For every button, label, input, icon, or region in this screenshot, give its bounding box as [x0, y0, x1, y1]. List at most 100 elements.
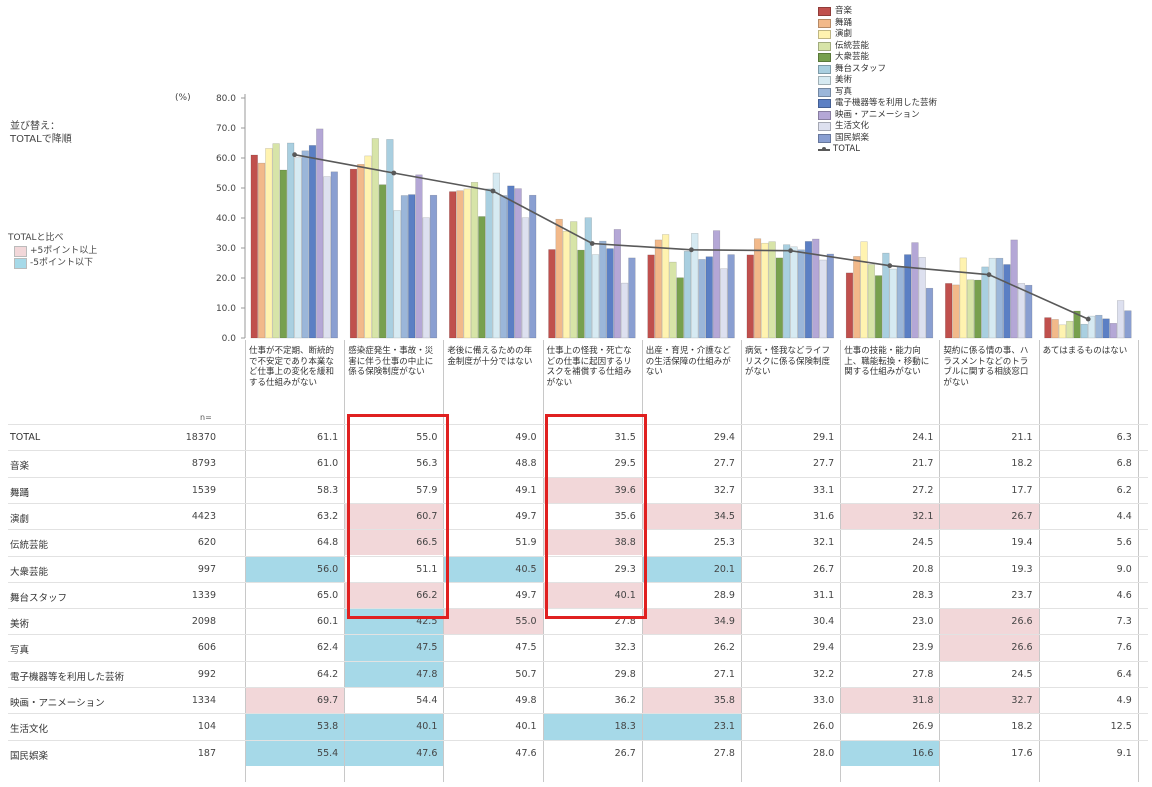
table-cell: 19.3	[1011, 563, 1033, 575]
row-sample-size: 1334	[191, 695, 216, 706]
table-cell: 19.4	[1011, 537, 1033, 549]
column-header: 仕事が不定期、断続的で不安定であり本業など仕事上の変化を緩和する仕組みがない	[249, 346, 335, 388]
table-cell: 33.0	[813, 695, 835, 706]
bar	[945, 283, 953, 339]
bar	[250, 154, 258, 339]
column-divider	[245, 340, 246, 782]
table-cell: 5.6	[1116, 537, 1132, 549]
bar	[683, 251, 692, 339]
bar	[761, 242, 769, 339]
bar	[797, 249, 805, 339]
bar	[819, 259, 827, 339]
bar	[959, 257, 967, 339]
table-cell: 9.0	[1116, 563, 1132, 575]
table-cell: 35.6	[614, 510, 636, 522]
bar	[882, 252, 890, 339]
table-cell: 27.8	[614, 616, 636, 628]
bar	[1102, 318, 1110, 339]
legend-label: 演劇	[835, 29, 853, 39]
row-label: TOTAL	[10, 432, 41, 443]
bar	[492, 172, 500, 339]
bar	[925, 287, 934, 339]
bar	[470, 182, 479, 339]
comparison-legend-down-label: -5ポイント以下	[30, 257, 93, 268]
bar	[449, 191, 457, 339]
row-divider	[8, 529, 1148, 531]
table-cell: 40.1	[345, 714, 444, 740]
comparison-legend-title: TOTALと比べ	[8, 233, 64, 243]
row-divider	[8, 608, 1148, 610]
table-cell: 6.2	[1116, 484, 1132, 496]
y-tick-label: 50.0	[216, 184, 236, 194]
bar	[257, 162, 266, 339]
table-cell: 49.7	[515, 589, 537, 601]
up-swatch	[14, 245, 27, 257]
table-cell: 29.3	[614, 563, 636, 575]
down-swatch	[14, 257, 27, 269]
table-cell: 49.0	[515, 432, 537, 443]
bar	[606, 248, 614, 339]
total-point	[391, 170, 397, 176]
table-cell: 27.2	[912, 484, 934, 496]
bar	[860, 241, 868, 339]
table-cell: 31.5	[614, 432, 636, 443]
table-cell: 31.8	[841, 688, 940, 714]
table-cell: 48.8	[515, 458, 537, 470]
table-cell: 6.8	[1116, 458, 1132, 470]
table-cell: 55.4	[246, 740, 345, 766]
legend-label: 電子機器等を利用した芸術	[835, 98, 938, 108]
total-point	[1085, 316, 1091, 322]
bar	[400, 195, 408, 339]
table-cell: 12.5	[1110, 721, 1132, 733]
row-sample-size: 997	[197, 563, 216, 575]
comparison-legend: TOTALと比べ +5ポイント以上 -5ポイント以下	[8, 232, 97, 269]
row-sample-size: 1339	[191, 589, 216, 601]
table-cell: 25.3	[713, 537, 735, 549]
bar	[775, 257, 783, 339]
bar	[301, 150, 309, 339]
table-cell: 29.1	[813, 432, 835, 443]
bar	[265, 148, 273, 339]
bar	[746, 254, 754, 339]
n-header: n=	[200, 413, 212, 422]
table-cell: 49.8	[515, 695, 537, 706]
table-cell: 56.0	[246, 556, 345, 582]
column-divider	[542, 340, 544, 782]
comparison-legend-down: -5ポイント以下	[14, 257, 97, 269]
table-cell: 62.4	[317, 642, 339, 654]
table-cell: 20.8	[912, 563, 934, 575]
row-sample-size: 104	[197, 721, 216, 733]
table-cell: 61.0	[317, 458, 339, 470]
y-tick-label: 80.0	[216, 94, 236, 104]
bar	[867, 264, 875, 339]
bar	[349, 168, 358, 339]
table-cell: 51.1	[416, 563, 438, 575]
bar	[974, 279, 982, 339]
table-cell: 40.1	[543, 582, 642, 609]
bar	[669, 261, 677, 339]
bar	[889, 268, 897, 339]
bar	[357, 164, 365, 339]
column-header: 病気・怪我などライフリスクに係る保険制度がない	[745, 346, 831, 377]
table-cell: 39.6	[543, 477, 642, 503]
table-cell: 38.8	[543, 530, 642, 556]
bar	[514, 188, 522, 339]
bar	[463, 188, 471, 339]
table-cell: 27.8	[912, 668, 934, 680]
bar	[1051, 319, 1059, 339]
table-cell: 63.2	[317, 510, 339, 522]
column-header: 仕事上の怪我・死亡などの仕事に起因するリスクを補償する仕組みがない	[546, 346, 632, 388]
bar	[1017, 283, 1026, 339]
table-cell: 42.5	[345, 609, 444, 635]
legend-label: 生活文化	[835, 121, 870, 131]
legend-item: 生活文化	[818, 121, 937, 133]
legend-swatch	[818, 64, 831, 74]
column-header: あてはまるものはない	[1042, 346, 1128, 356]
table-cell: 29.4	[813, 642, 835, 654]
table-cell: 6.4	[1116, 668, 1132, 680]
legend-label: 国民娯楽	[835, 132, 870, 143]
bar	[308, 145, 317, 339]
legend-swatch	[818, 76, 831, 86]
table-cell: 40.1	[515, 721, 537, 733]
column-header: 契約に係る情の事、ハラスメントなどのトラブルに関する相談窓口がない	[943, 346, 1029, 388]
